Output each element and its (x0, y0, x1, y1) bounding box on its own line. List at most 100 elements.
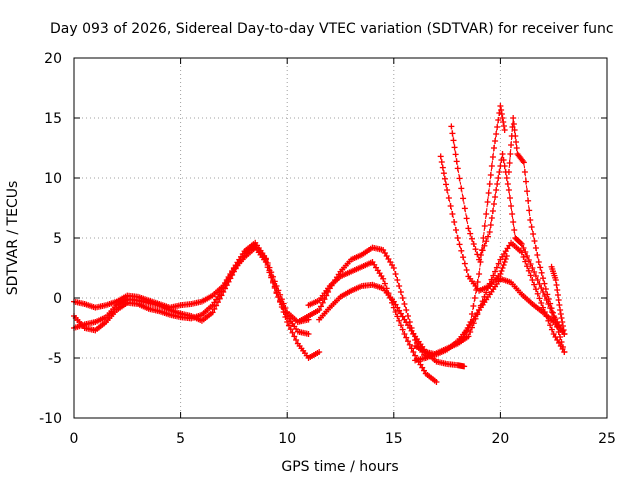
data-point (223, 279, 230, 285)
data-point (542, 286, 549, 292)
data-point (496, 169, 503, 175)
data-point (551, 314, 558, 321)
data-point (508, 203, 515, 209)
data-point (394, 277, 401, 283)
data-point (439, 164, 446, 171)
data-point (275, 294, 282, 300)
data-series (305, 259, 440, 385)
data-point (534, 290, 541, 297)
data-point (472, 246, 479, 253)
data-point (554, 324, 561, 330)
data-point (544, 291, 551, 298)
data-point (461, 363, 468, 370)
data-point (396, 283, 403, 289)
data-point (211, 306, 218, 312)
data-point (405, 338, 412, 345)
data-point (535, 259, 542, 265)
data-series (71, 244, 312, 337)
grid (74, 58, 607, 418)
data-point (521, 169, 528, 175)
series-line (308, 261, 437, 383)
data-point (209, 309, 216, 316)
data-point (471, 295, 478, 301)
data-point (484, 199, 491, 205)
data-point (460, 195, 467, 202)
data-point (507, 151, 514, 157)
data-point (493, 131, 500, 137)
data-point (483, 211, 490, 217)
data-point (526, 207, 533, 214)
data-point (262, 259, 269, 265)
axes-ticks (73, 57, 608, 419)
data-point (553, 282, 560, 288)
data-point (492, 194, 499, 200)
data-point (541, 309, 548, 315)
data-point (481, 223, 488, 229)
data-point (392, 271, 399, 277)
data-point (500, 123, 507, 129)
data-point (268, 274, 275, 281)
data-point (285, 322, 292, 329)
data-point (510, 219, 517, 225)
data-point (520, 159, 527, 166)
data-point (500, 119, 507, 125)
data-point (525, 257, 532, 263)
data-point (316, 307, 323, 313)
data-point (509, 211, 516, 217)
data-series (548, 263, 568, 337)
data-point (479, 298, 486, 305)
data-point (532, 273, 539, 279)
data-point (540, 304, 547, 311)
data-point (319, 299, 326, 306)
data-point (467, 329, 474, 335)
data-point (305, 331, 312, 337)
data-point (559, 319, 566, 325)
data-point (470, 303, 477, 309)
data-point (487, 172, 494, 178)
data-point (474, 279, 481, 285)
data-point (278, 301, 285, 308)
data-point (548, 326, 555, 333)
data-point (501, 127, 508, 133)
data-point (447, 203, 454, 209)
data-point (534, 277, 541, 283)
data-point (461, 205, 468, 212)
data-point (433, 379, 440, 385)
data-point (532, 245, 539, 251)
data-point (499, 151, 506, 157)
data-point (518, 241, 525, 247)
data-point (532, 286, 539, 293)
data-point (508, 142, 515, 148)
data-point (493, 187, 500, 193)
data-point (505, 187, 512, 193)
data-point (557, 307, 564, 313)
data-point (497, 103, 504, 109)
data-point (486, 229, 493, 235)
data-point (500, 262, 507, 268)
data-point (549, 309, 556, 316)
data-point (489, 154, 496, 160)
data-point (494, 181, 501, 187)
data-point (510, 115, 517, 121)
data-point (489, 208, 496, 214)
data-point (522, 178, 529, 185)
data-point (403, 307, 410, 313)
data-point (525, 197, 532, 204)
data-point (467, 230, 474, 237)
data-point (540, 289, 547, 295)
data-point (451, 144, 458, 151)
data-point (524, 263, 531, 270)
data-point (547, 322, 554, 329)
x-tick-label: 10 (278, 431, 296, 447)
data-point (561, 349, 568, 355)
data-point (495, 117, 502, 123)
data-point (399, 326, 406, 333)
data-point (548, 305, 555, 312)
data-point (449, 130, 456, 137)
data-point (513, 145, 520, 151)
data-point (381, 280, 388, 287)
data-point (501, 163, 508, 169)
data-point (220, 285, 227, 292)
series-line (440, 156, 508, 292)
